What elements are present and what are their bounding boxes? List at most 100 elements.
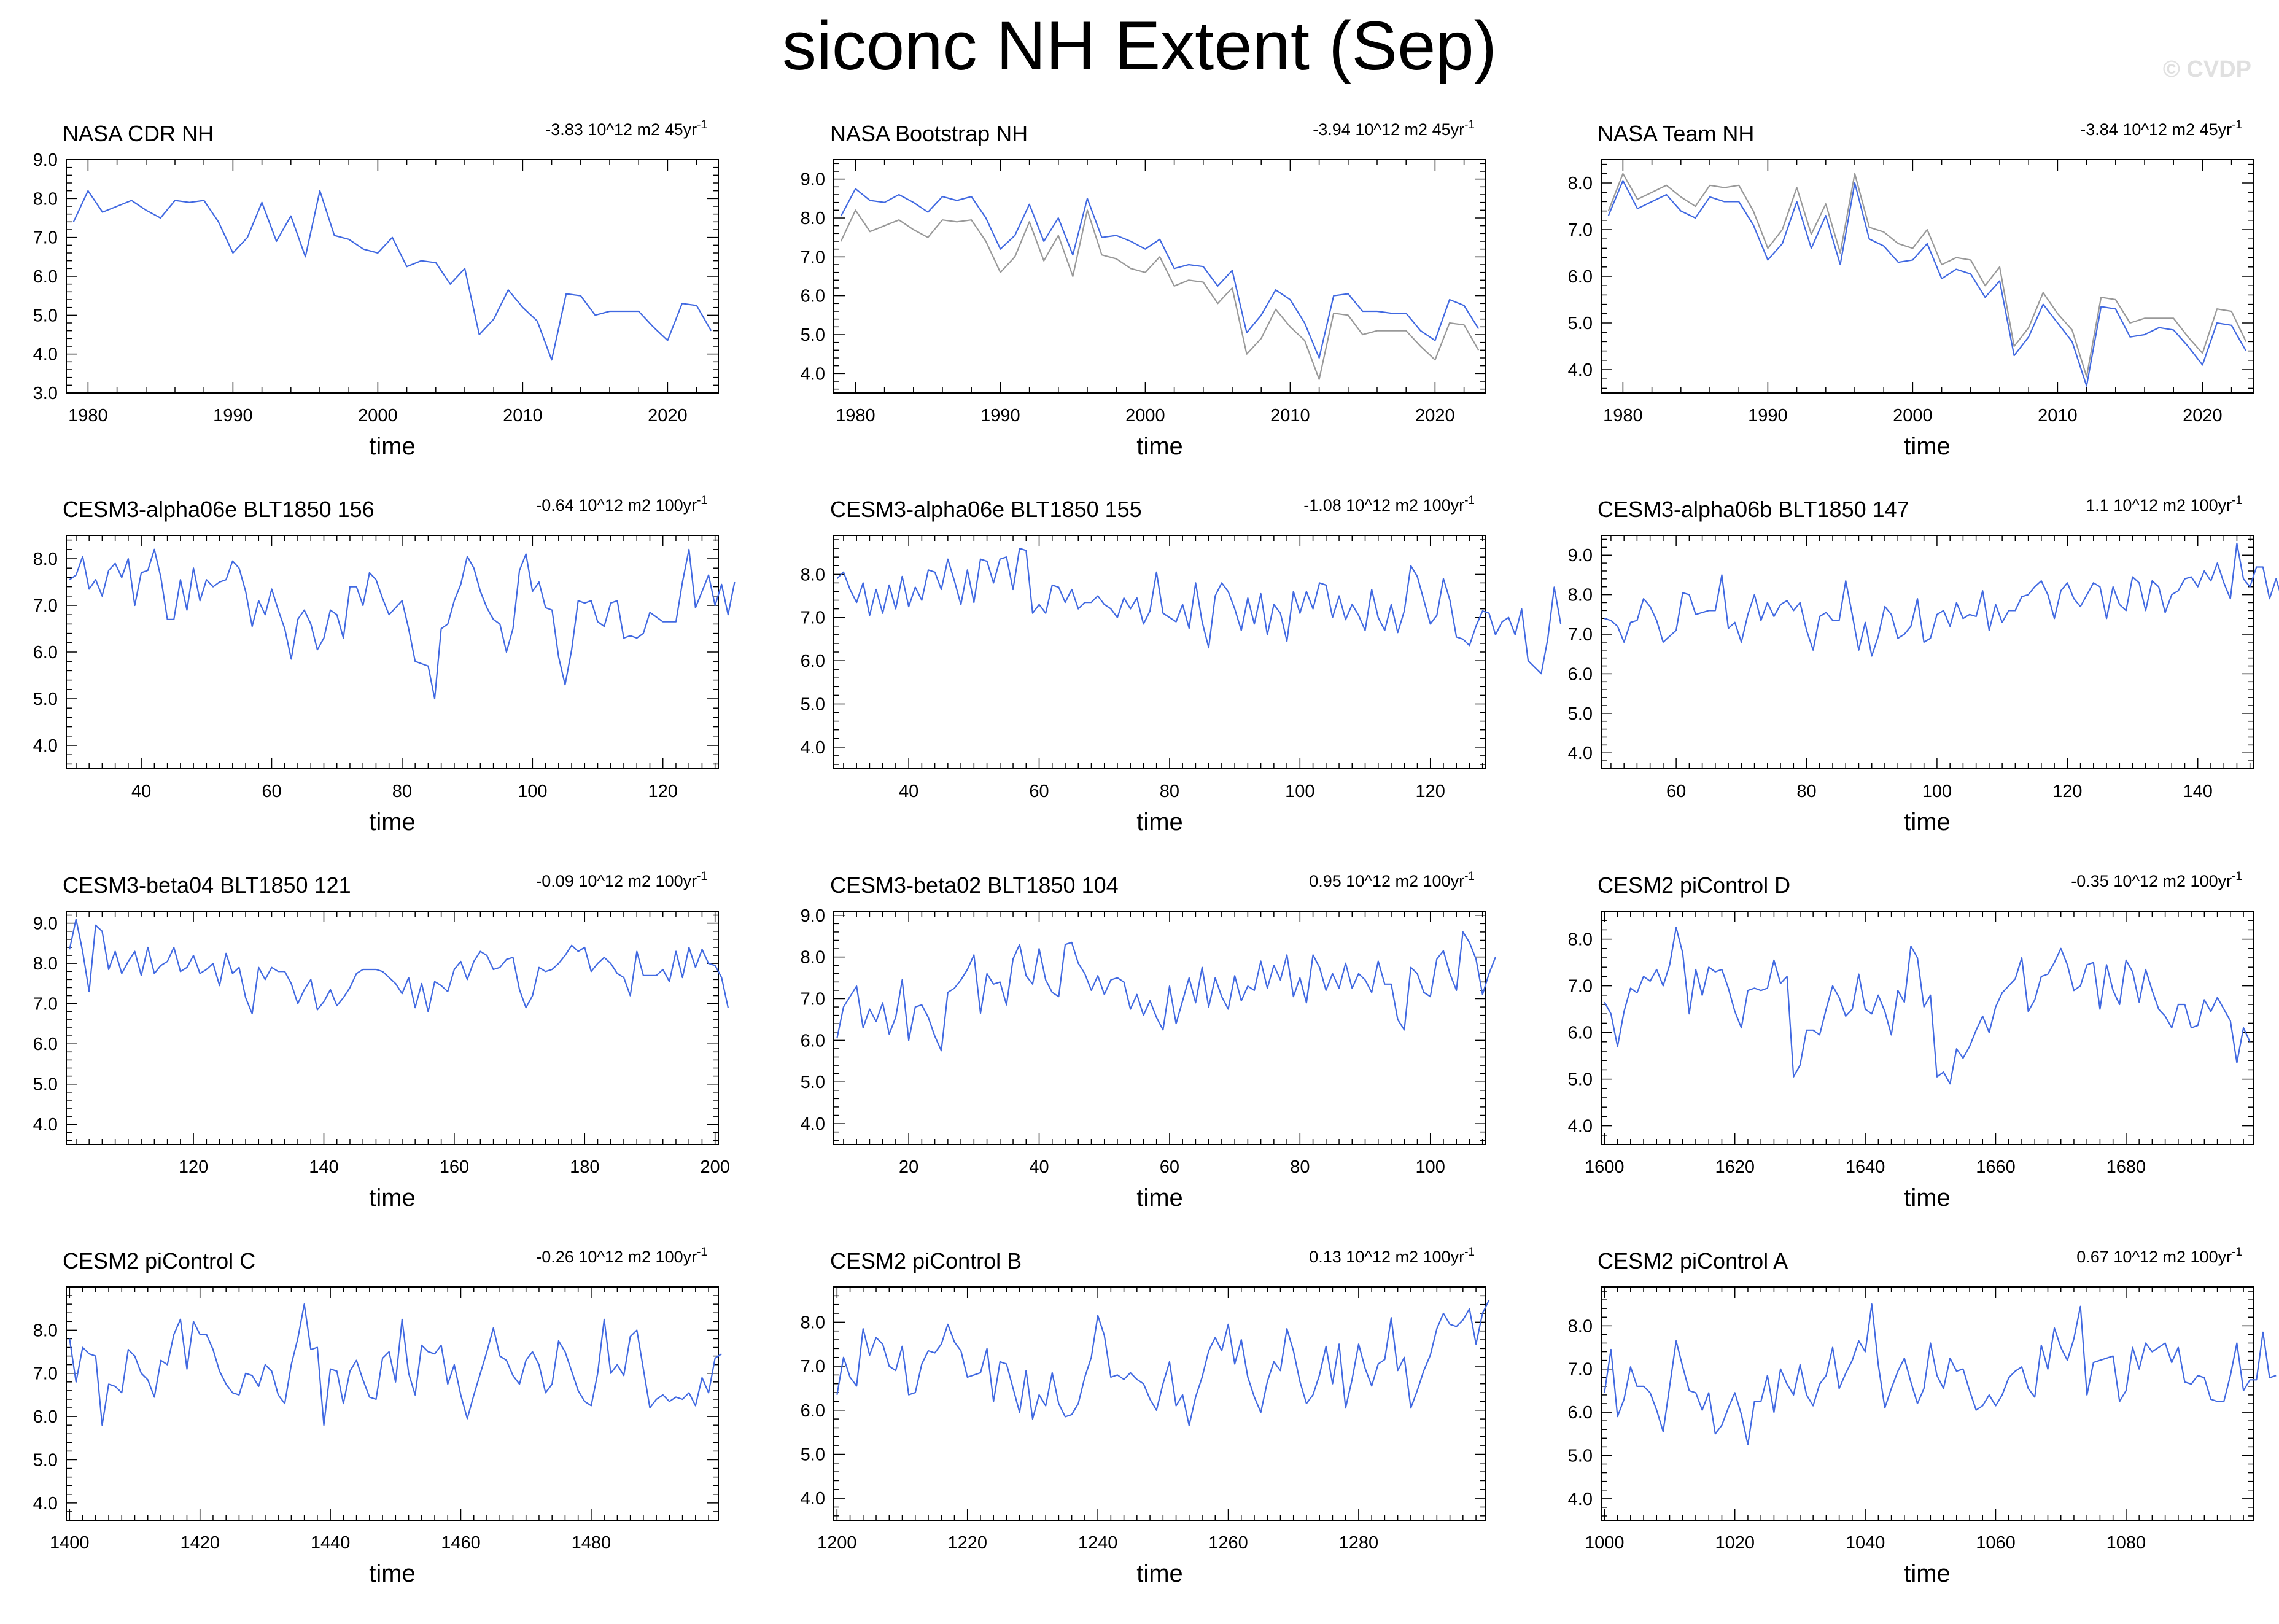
- trend-label: 0.13 10^12 m2 100yr-1: [1309, 1246, 1475, 1266]
- x-tick-label: 2000: [1893, 406, 1933, 425]
- y-tick-label: 7.0: [33, 1364, 58, 1384]
- trend-exponent: -1: [1464, 494, 1475, 507]
- trend-label: 0.67 10^12 m2 100yr-1: [2076, 1246, 2242, 1266]
- plot-frame: [1601, 1286, 2254, 1521]
- x-axis-label: time: [369, 1560, 416, 1587]
- panel-title: CESM3-alpha06e BLT1850 156: [63, 497, 375, 522]
- x-tick-label: 80: [1160, 782, 1179, 801]
- trend-exponent: -1: [2232, 1246, 2242, 1259]
- panel-title: CESM3-beta02 BLT1850 104: [830, 872, 1119, 898]
- trend-label: -1.08 10^12 m2 100yr-1: [1303, 494, 1475, 515]
- chart-panel: CESM2 piControl A 0.67 10^12 m2 100yr-1 10…: [1568, 1246, 2277, 1587]
- x-tick-label: 1600: [1585, 1157, 1625, 1177]
- panel-title: CESM2 piControl C: [63, 1248, 255, 1273]
- x-tick-label: 1980: [1603, 406, 1643, 425]
- trend-value: 0.67 10^12 m2 100yr: [2076, 1248, 2232, 1266]
- y-tick-label: 4.0: [1568, 744, 1593, 763]
- x-tick-label: 80: [1796, 782, 1816, 801]
- panel-title: CESM2 piControl A: [1598, 1248, 1788, 1273]
- trend-label: 0.95 10^12 m2 100yr-1: [1309, 870, 1475, 890]
- trend-exponent: -1: [1464, 1246, 1475, 1259]
- y-tick-label: 6.0: [1568, 1024, 1593, 1043]
- trend-exponent: -1: [2232, 494, 2242, 507]
- x-tick-label: 1400: [50, 1533, 90, 1553]
- panel-title: CESM3-alpha06b BLT1850 147: [1598, 497, 1909, 522]
- x-tick-label: 1000: [1585, 1533, 1625, 1553]
- y-tick-label: 7.0: [33, 228, 58, 248]
- x-axis-label: time: [1904, 1184, 1951, 1211]
- series-line: [1604, 927, 2251, 1085]
- x-tick-label: 2020: [1415, 406, 1455, 425]
- series-line: [69, 918, 729, 1015]
- x-tick-label: 1460: [441, 1533, 481, 1553]
- trend-value: -0.09 10^12 m2 100yr: [536, 872, 697, 890]
- x-axis-label: time: [1136, 809, 1183, 836]
- y-tick-label: 7.0: [801, 247, 825, 267]
- series-line: [836, 1300, 1490, 1426]
- trend-value: -0.64 10^12 m2 100yr: [536, 496, 697, 515]
- y-tick-label: 6.0: [33, 1407, 58, 1427]
- y-tick-label: 6.0: [801, 1401, 825, 1421]
- series-line: [69, 1303, 722, 1426]
- y-tick-label: 6.0: [801, 651, 825, 671]
- trend-exponent: -1: [697, 870, 707, 883]
- watermark: © CVDP: [2162, 56, 2251, 82]
- series-line: [1604, 1303, 2277, 1445]
- y-tick-label: 4.0: [801, 364, 825, 384]
- x-tick-label: 1990: [1748, 406, 1788, 425]
- trend-exponent: -1: [2232, 870, 2242, 883]
- x-tick-label: 2010: [1270, 406, 1310, 425]
- y-tick-label: 8.0: [33, 954, 58, 974]
- x-tick-label: 1240: [1078, 1533, 1118, 1553]
- y-tick-label: 5.0: [1568, 314, 1593, 333]
- trend-value: -3.83 10^12 m2 45yr: [545, 120, 697, 139]
- series-line: [836, 931, 1496, 1052]
- panel-title: NASA Team NH: [1598, 121, 1754, 146]
- y-tick-label: 7.0: [1568, 625, 1593, 645]
- x-axis-label: time: [1904, 1560, 1951, 1587]
- y-tick-label: 3.0: [33, 384, 58, 403]
- x-tick-label: 1280: [1339, 1533, 1379, 1553]
- x-tick-label: 1080: [2106, 1533, 2146, 1553]
- y-tick-label: 9.0: [801, 170, 825, 190]
- trend-label: -0.09 10^12 m2 100yr-1: [536, 870, 707, 890]
- y-tick-label: 5.0: [801, 694, 825, 714]
- y-tick-label: 8.0: [1568, 930, 1593, 950]
- x-tick-label: 80: [1290, 1157, 1310, 1177]
- series-line: [1607, 180, 2247, 387]
- plot-frame: [833, 911, 1486, 1145]
- trend-label: -3.83 10^12 m2 45yr-1: [545, 118, 707, 139]
- y-tick-label: 4.0: [1568, 360, 1593, 380]
- x-tick-label: 1980: [836, 406, 875, 425]
- x-axis-label: time: [1904, 809, 1951, 836]
- chart-panel: CESM2 piControl B 0.13 10^12 m2 100yr-1 12…: [801, 1246, 1490, 1587]
- x-tick-label: 120: [648, 782, 678, 801]
- trend-value: -0.26 10^12 m2 100yr: [536, 1248, 697, 1266]
- plot-frame: [66, 159, 719, 394]
- chart-panel: CESM2 piControl D -0.35 10^12 m2 100yr-1 1…: [1568, 870, 2254, 1211]
- x-tick-label: 40: [1029, 1157, 1049, 1177]
- x-tick-label: 1990: [213, 406, 253, 425]
- x-tick-label: 2020: [648, 406, 688, 425]
- chart-panel: CESM3-alpha06e BLT1850 155 -1.08 10^12 m2…: [801, 494, 1562, 836]
- x-tick-label: 1060: [1976, 1533, 2016, 1553]
- x-tick-label: 1980: [68, 406, 108, 425]
- y-tick-label: 6.0: [1568, 664, 1593, 684]
- y-tick-label: 8.0: [1568, 1316, 1593, 1336]
- trend-exponent: -1: [697, 494, 707, 507]
- chart-panel: CESM3-alpha06b BLT1850 147 1.1 10^12 m2 1…: [1568, 494, 2279, 836]
- y-tick-label: 5.0: [801, 1445, 825, 1464]
- plot-frame: [1601, 911, 2254, 1145]
- trend-exponent: -1: [1464, 118, 1475, 131]
- trend-exponent: -1: [697, 1246, 707, 1259]
- y-tick-label: 5.0: [1568, 704, 1593, 724]
- panel-title: CESM3-beta04 BLT1850 121: [63, 872, 351, 898]
- y-tick-label: 4.0: [801, 738, 825, 758]
- series-line-secondary: [840, 209, 1480, 380]
- y-tick-label: 7.0: [801, 608, 825, 628]
- x-tick-label: 120: [1416, 782, 1445, 801]
- y-tick-label: 4.0: [1568, 1117, 1593, 1136]
- plot-frame: [833, 1286, 1486, 1521]
- x-axis-label: time: [1136, 433, 1183, 460]
- x-tick-label: 100: [518, 782, 547, 801]
